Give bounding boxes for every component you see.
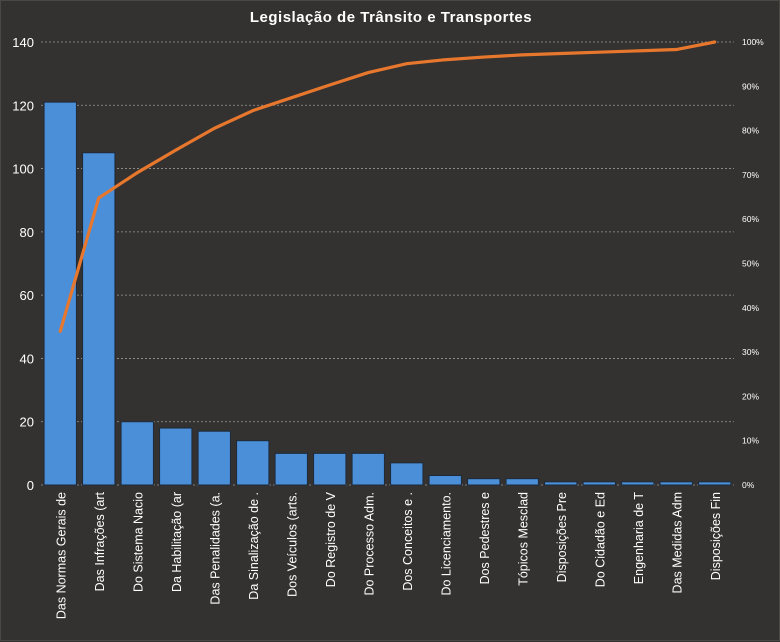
category-label: Das Normas Gerais de [54,492,68,619]
bar [621,481,655,486]
y-right-tick-label: 50% [742,259,759,269]
y-right-tick-label: 20% [742,391,759,401]
y-right-tick-label: 80% [742,126,759,136]
category-label: Das Infrações (art [93,491,107,591]
bar [467,478,501,486]
y-left-tick-label: 0 [27,478,34,493]
bar [390,462,424,486]
bar [313,452,347,486]
y-right-tick-label: 60% [742,214,759,224]
bar [659,481,693,486]
category-label: Disposições Pre [555,492,569,582]
y-left-tick-label: 60 [20,288,34,303]
bar [505,478,539,486]
bar [120,421,154,486]
category-label: Da Habilitação (ar [170,492,184,592]
bar [351,452,385,486]
category-label: Do Sistema Nacio [131,492,145,592]
y-right-tick-label: 30% [742,347,759,357]
category-label: Disposições Fin [709,492,723,580]
y-right-tick-label: 100% [742,37,764,47]
category-label: Da Sinalização de . [247,492,261,600]
y-left-tick-label: 140 [12,35,34,50]
y-right-tick-label: 40% [742,303,759,313]
category-label: Do Licenciamento. [439,492,453,596]
bar [82,152,116,486]
category-label: Engenharia de T [632,492,646,585]
category-label: Das Medidas Adm [670,492,684,593]
category-label: Tópicos Mesclad [516,492,530,586]
y-left-tick-label: 120 [12,98,34,113]
y-right-tick-label: 0% [742,480,755,490]
bar [197,430,231,486]
category-label: Das Penalidades (a. [208,492,222,605]
y-right-tick-label: 90% [742,81,759,91]
y-right-tick-label: 10% [742,436,759,446]
bar [159,427,193,486]
category-label: Do Cidadão e Ed [593,492,607,587]
bar [582,481,616,486]
cumulative-line [58,40,717,333]
chart-title: Legislação de Trânsito e Transportes [249,9,533,26]
y-left-tick-label: 100 [12,162,34,177]
category-label: Dos Conceitos e . [401,492,415,591]
bar [274,452,308,486]
category-label: Dos Veículos (arts. [285,492,299,597]
category-label: Do Registro de V [324,491,338,587]
category-label: Do Processo Adm. [362,492,376,596]
bar [698,481,732,486]
bar [236,440,270,486]
y-left-tick-label: 20 [20,415,34,430]
y-right-tick-label: 70% [742,170,759,180]
y-left-tick-label: 40 [20,351,34,366]
y-left-tick-label: 80 [20,225,34,240]
bar [544,481,578,486]
bar [428,475,462,486]
category-label: Dos Pedestres e [478,492,492,584]
